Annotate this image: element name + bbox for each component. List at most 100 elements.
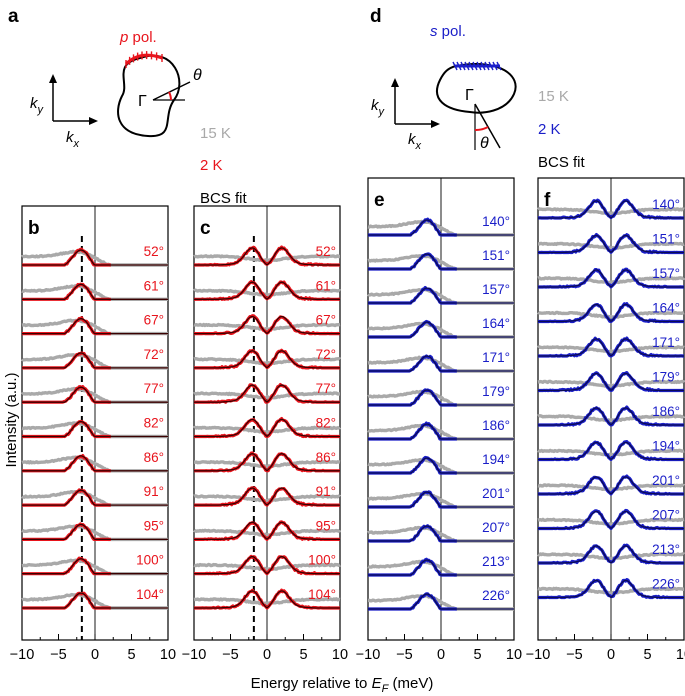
ky-arrowhead-d xyxy=(391,78,399,87)
trace-bcs-fit-b xyxy=(22,386,168,403)
angle-label-c: 95° xyxy=(316,518,336,533)
angle-label-e: 157° xyxy=(482,282,510,297)
angle-label-f: 164° xyxy=(652,301,680,316)
angle-label-b: 104° xyxy=(136,587,164,602)
theta-arc-a xyxy=(168,91,172,101)
trace-15k-c xyxy=(193,254,341,263)
x-tick-label-c: 0 xyxy=(263,647,271,663)
x-tick-label-b: 5 xyxy=(127,647,135,663)
angle-label-f: 226° xyxy=(652,577,680,592)
angle-label-f: 179° xyxy=(652,370,680,385)
angle-label-e: 164° xyxy=(482,316,510,331)
angle-label-f: 201° xyxy=(652,473,680,488)
trace-bcs-fit-b xyxy=(22,523,168,541)
angle-label-c: 82° xyxy=(316,416,336,431)
angle-label-b: 82° xyxy=(144,416,164,431)
angle-label-e: 226° xyxy=(482,588,510,603)
trace-bcs-fit-c xyxy=(194,590,340,609)
trace-bcs-fit-b xyxy=(22,592,168,609)
trace-bcs-fit-e xyxy=(368,559,514,576)
angle-label-b: 52° xyxy=(144,244,164,259)
trace-bcs-fit-c xyxy=(194,315,340,335)
trace-15k-c xyxy=(193,322,341,331)
legend-bcs-a: BCS fit xyxy=(200,190,248,207)
x-tick-label-c: −5 xyxy=(222,647,239,663)
trace-bcs-fit-c xyxy=(194,555,340,575)
trace-bcs-fit-f xyxy=(538,579,684,599)
cut-tick-d xyxy=(464,61,470,71)
angle-label-c: 86° xyxy=(316,450,336,465)
panel-letter-b: b xyxy=(28,218,40,239)
gamma-label-a: Γ xyxy=(138,93,147,110)
trace-bcs-fit-e xyxy=(368,593,514,610)
angle-label-c: 52° xyxy=(316,244,336,259)
panel-b: b 52° 61° 67° 72° 77° 82° 86° 91° 95° 100° 104° −10−… xyxy=(10,205,176,663)
trace-15k-f xyxy=(537,517,685,526)
kx-label-a: kx xyxy=(66,129,80,150)
panel-letter-d: d xyxy=(370,6,382,27)
s-pol-word: pol. xyxy=(442,23,466,40)
trace-bcs-fit-e xyxy=(368,321,514,338)
trace-bcs-fit-f xyxy=(538,476,684,495)
trace-15k-f xyxy=(537,552,685,561)
angle-label-b: 61° xyxy=(144,278,164,293)
angle-label-f: 186° xyxy=(652,404,680,419)
x-tick-label-b: 0 xyxy=(91,647,99,663)
gamma-label-d: Γ xyxy=(465,87,474,104)
cut-tick-d xyxy=(456,61,462,71)
legend-2k-d: 2 K xyxy=(538,121,561,138)
legend-15k-a: 15 K xyxy=(200,125,231,142)
s-pol-label: s pol. xyxy=(430,23,466,40)
trace-bcs-fit-b xyxy=(22,558,168,575)
panel-letter-c: c xyxy=(200,218,211,239)
trace-bcs-fit-b xyxy=(22,489,168,506)
trace-bcs-fit-c xyxy=(194,521,340,541)
x-tick-label-f: −10 xyxy=(526,647,551,663)
schematic-d: s pol. ky kx Γ θ 15 K 2 K BCS fit xyxy=(371,23,586,171)
trace-bcs-fit-e xyxy=(368,219,514,236)
x-tick-label-f: 0 xyxy=(607,647,615,663)
trace-bcs-fit-f xyxy=(538,200,684,219)
x-tick-label-e: 5 xyxy=(473,647,481,663)
legend-bcs-d: BCS fit xyxy=(538,154,586,171)
panel-letter-f: f xyxy=(544,190,551,211)
trace-15k-f xyxy=(537,483,685,492)
trace-bcs-fit-c xyxy=(194,453,340,472)
cut-tick-d xyxy=(488,61,494,71)
trace-bcs-fit-e xyxy=(368,457,514,474)
angle-label-c: 104° xyxy=(308,587,336,602)
angle-label-b: 86° xyxy=(144,450,164,465)
trace-bcs-fit-e xyxy=(368,423,514,440)
trace-bcs-fit-f xyxy=(538,545,684,564)
ky-label-a: ky xyxy=(30,95,45,116)
x-tick-label-c: −10 xyxy=(182,647,207,663)
trace-15k-c xyxy=(193,597,341,606)
legend-15k-d: 15 K xyxy=(538,88,569,105)
angle-label-b: 91° xyxy=(144,484,164,499)
x-tick-label-f: 5 xyxy=(643,647,651,663)
trace-15k-f xyxy=(537,448,685,457)
theta-line-d xyxy=(474,103,501,149)
trace-15k-f xyxy=(537,414,685,423)
trace-15k-f xyxy=(537,276,685,285)
cut-tick-d xyxy=(492,61,498,71)
p-pol-label: p pol. xyxy=(119,29,157,46)
theta-label-a: θ xyxy=(193,67,202,84)
trace-bcs-fit-b xyxy=(22,283,168,300)
panel-e: e 140° 151° 157° 164° 171° 179° 186° 194° 201° 207… xyxy=(356,177,522,663)
x-tick-label-c: 10 xyxy=(332,647,348,663)
trace-bcs-fit-b xyxy=(22,352,168,369)
cut-tick-d xyxy=(496,61,502,71)
trace-bcs-fit-f xyxy=(538,269,684,288)
angle-label-f: 171° xyxy=(652,335,680,350)
schematic-a: p pol. ky kx Γ θ 15 K 2 K BCS fit xyxy=(30,29,248,207)
kx-label-d: kx xyxy=(408,131,422,152)
cut-tick-d xyxy=(476,61,482,71)
kx-arrowhead-a xyxy=(89,117,98,125)
theta-line-a xyxy=(152,81,191,101)
panel-letter-e: e xyxy=(374,190,385,211)
trace-bcs-fit-b xyxy=(22,420,168,438)
trace-bcs-fit-f xyxy=(538,234,684,254)
trace-bcs-fit-c xyxy=(194,418,340,438)
p-pol-letter: p xyxy=(119,29,128,46)
